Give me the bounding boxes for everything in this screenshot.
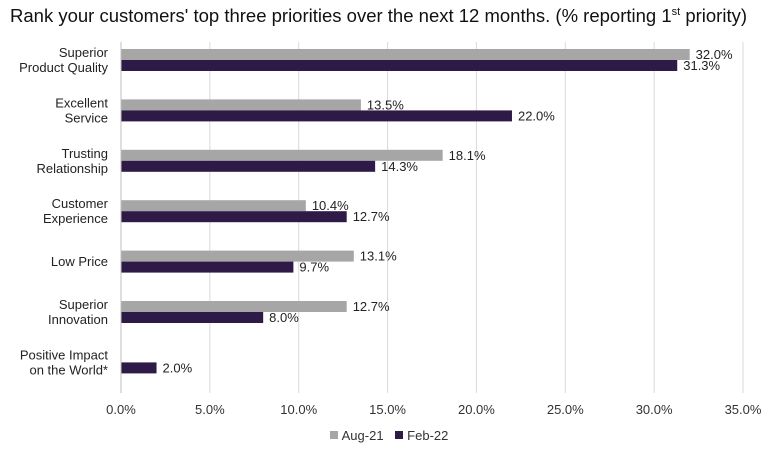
legend-swatch-aug21 <box>329 431 338 439</box>
bar-feb22 <box>121 312 264 323</box>
data-label: 2.0% <box>163 360 193 375</box>
plot-area: 0.0% 5.0% 10.0% 15.0% 20.0% 25.0% 30.0% 35.0% 32… <box>19 42 762 417</box>
data-label: 32.0% <box>696 47 733 62</box>
data-label: 18.1% <box>449 148 486 163</box>
data-label: 12.7% <box>353 209 390 224</box>
category-label: Superior Innovation <box>48 297 109 327</box>
bar-feb22 <box>121 362 157 374</box>
bar-feb22 <box>121 110 512 122</box>
x-tick-label: 0.0% <box>106 402 136 417</box>
x-tick-label: 30.0% <box>636 402 673 417</box>
data-label: 22.0% <box>518 108 555 123</box>
bar-feb22 <box>121 261 294 273</box>
x-tick-label: 20.0% <box>458 402 495 417</box>
data-label: 31.3% <box>683 58 720 73</box>
bar-feb22 <box>121 211 347 223</box>
data-label: 8.0% <box>269 310 299 325</box>
x-tick-label: 10.0% <box>280 402 317 417</box>
bar-aug21 <box>121 49 690 60</box>
category-label: Superior Product Quality <box>19 45 109 75</box>
chart-title: Rank your customers' top three prioritie… <box>10 5 747 26</box>
legend-item-feb22: Feb-22 <box>395 428 448 443</box>
category-label: Excellent Service <box>55 95 108 125</box>
category-label: Low Price <box>51 254 108 269</box>
legend-item-aug21: Aug-21 <box>329 427 384 443</box>
bar-aug21 <box>121 149 443 161</box>
data-label: 13.1% <box>360 249 397 264</box>
x-tick-label: 5.0% <box>195 402 225 417</box>
data-label: 14.3% <box>381 159 418 174</box>
bar-aug21 <box>121 301 347 312</box>
data-label: 13.5% <box>367 97 404 112</box>
bar-feb22 <box>121 60 678 71</box>
bar-aug21 <box>121 200 306 212</box>
category-label: Customer Experience <box>43 196 109 226</box>
data-label: 12.7% <box>353 299 390 314</box>
x-tick-label: 25.0% <box>547 402 584 417</box>
data-label: 10.4% <box>312 198 349 213</box>
bar-aug21 <box>121 99 361 111</box>
legend-swatch-feb22 <box>395 431 404 439</box>
bar-feb22 <box>121 160 376 172</box>
data-label: 9.7% <box>299 260 329 275</box>
title-superscript: st <box>671 5 681 18</box>
legend-label-feb22: Feb-22 <box>407 427 449 443</box>
legend-label-aug21: Aug-21 <box>341 427 384 443</box>
x-tick-label: 35.0% <box>725 402 762 417</box>
bar-aug21 <box>121 250 354 262</box>
category-label: Positive Impact on the World* <box>20 347 109 377</box>
x-tick-label: 15.0% <box>369 402 406 417</box>
legend: Aug-21 Feb-22 <box>0 427 778 443</box>
category-label: Trusting Relationship <box>36 146 108 176</box>
